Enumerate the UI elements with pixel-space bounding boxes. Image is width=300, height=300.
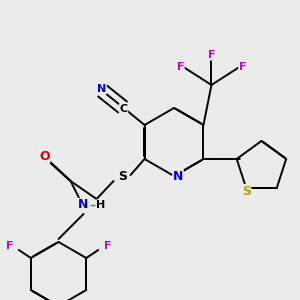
Text: S: S bbox=[118, 170, 127, 184]
Text: N: N bbox=[97, 84, 106, 94]
Text: N: N bbox=[78, 199, 89, 212]
Text: N: N bbox=[173, 169, 183, 182]
Text: H: H bbox=[96, 200, 105, 210]
Text: F: F bbox=[6, 241, 14, 251]
Text: O: O bbox=[39, 149, 50, 163]
Text: F: F bbox=[208, 50, 215, 60]
Text: S: S bbox=[242, 184, 251, 197]
Text: F: F bbox=[177, 62, 184, 72]
Text: F: F bbox=[239, 62, 246, 72]
Text: C: C bbox=[119, 104, 128, 114]
Text: F: F bbox=[103, 241, 111, 251]
